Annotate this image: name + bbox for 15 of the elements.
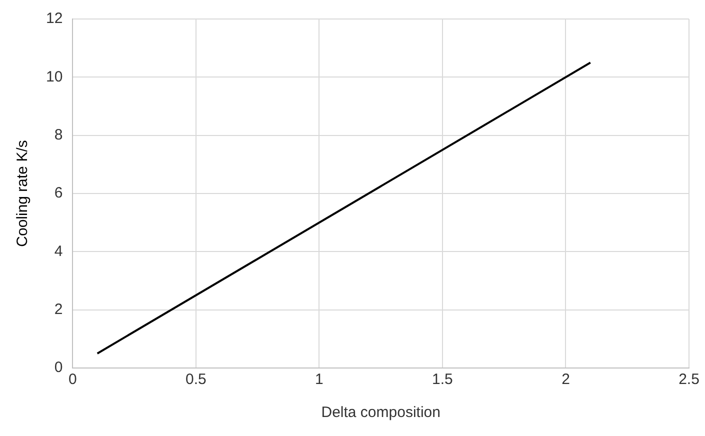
y-tick-label: 10 (46, 68, 63, 86)
x-tick-label: 2.5 (678, 371, 700, 388)
x-tick-label: 0 (68, 371, 77, 388)
y-tick-label: 8 (54, 126, 63, 144)
y-tick-label: 0 (54, 359, 63, 376)
x-axis-title: Delta composition (321, 404, 440, 422)
y-tick-label: 12 (46, 10, 63, 28)
x-tick-label: 0.5 (186, 371, 206, 388)
x-tick-label: 1 (315, 371, 324, 388)
y-tick-label: 4 (54, 242, 63, 260)
x-tick-label: 1.5 (432, 371, 453, 388)
y-tick-label: 2 (54, 300, 63, 318)
y-tick-label: 6 (54, 184, 63, 202)
x-tick-label: 2 (562, 371, 570, 388)
y-axis-title: Cooling rate K/s (14, 140, 32, 247)
